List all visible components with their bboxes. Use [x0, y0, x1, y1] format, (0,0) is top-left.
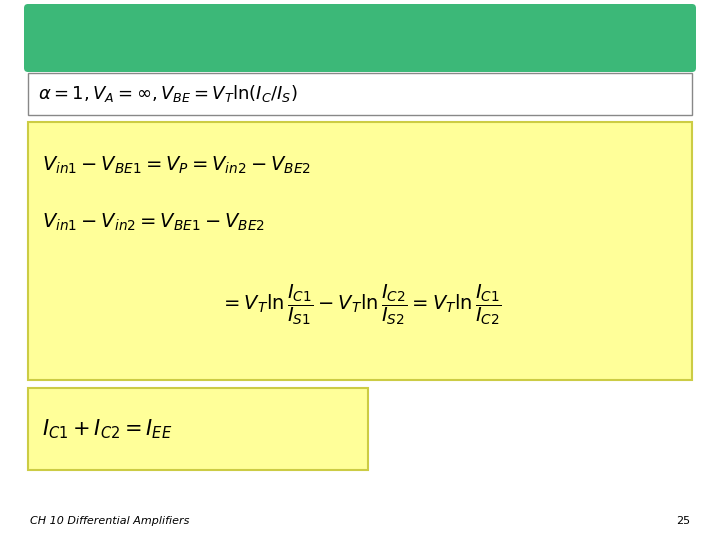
Text: $V_{in1} - V_{in2} = V_{BE1} - V_{BE2}$: $V_{in1} - V_{in2} = V_{BE1} - V_{BE2}$ — [42, 211, 265, 233]
Text: $\alpha = 1, V_A = \infty, V_{BE} = V_T \ln(I_C/I_S)$: $\alpha = 1, V_A = \infty, V_{BE} = V_T … — [38, 84, 298, 105]
Text: $I_{C1} + I_{C2} = I_{EE}$: $I_{C1} + I_{C2} = I_{EE}$ — [42, 417, 172, 441]
FancyBboxPatch shape — [28, 388, 368, 470]
FancyBboxPatch shape — [28, 122, 692, 380]
Text: CH 10 Differential Amplifiers: CH 10 Differential Amplifiers — [30, 516, 189, 526]
Text: $V_{in1} - V_{BE1} = V_P = V_{in2} - V_{BE2}$: $V_{in1} - V_{BE1} = V_P = V_{in2} - V_{… — [42, 154, 311, 176]
FancyBboxPatch shape — [28, 73, 692, 115]
FancyBboxPatch shape — [24, 4, 696, 72]
Text: $= V_T \ln\dfrac{I_{C1}}{I_{S1}} - V_T \ln\dfrac{I_{C2}}{I_{S2}} = V_T \ln\dfrac: $= V_T \ln\dfrac{I_{C1}}{I_{S1}} - V_T \… — [220, 282, 502, 327]
Text: 25: 25 — [676, 516, 690, 526]
